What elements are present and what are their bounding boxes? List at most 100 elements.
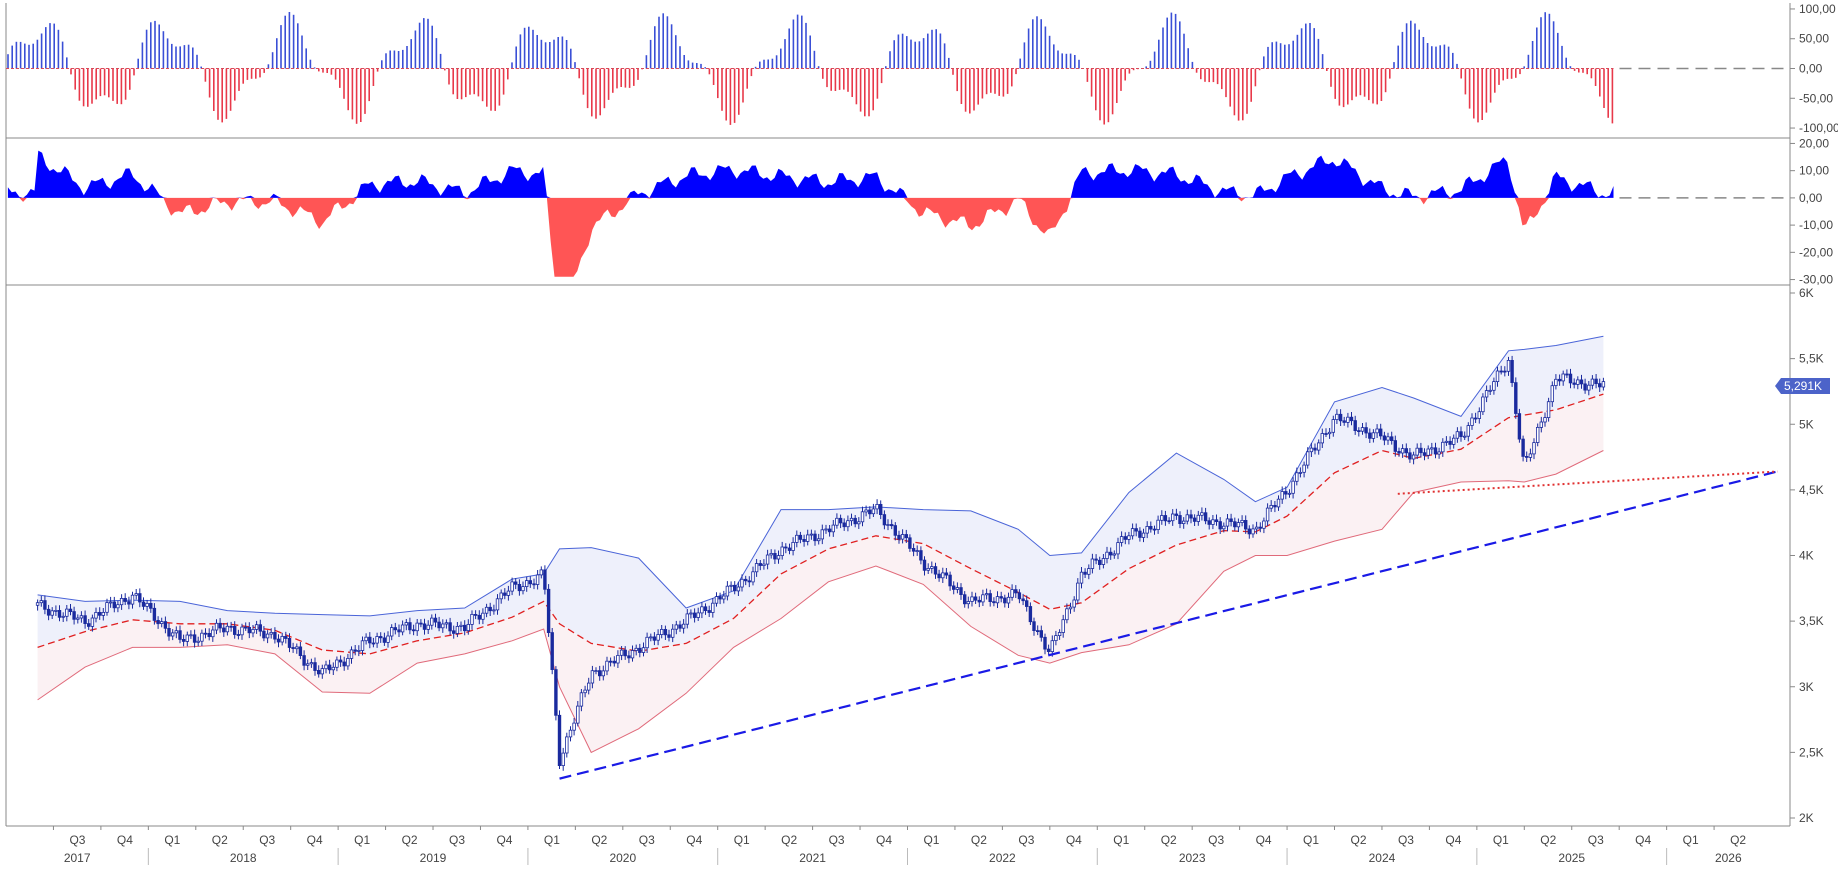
candle-body — [678, 624, 682, 629]
candle-body — [736, 586, 741, 592]
candle-body — [831, 524, 835, 533]
candle-body — [827, 528, 832, 533]
x-quarter-label: Q2 — [1540, 833, 1556, 847]
candle-body — [368, 636, 372, 644]
candle-body — [1229, 518, 1233, 523]
trend-line — [559, 470, 1778, 780]
candle-body — [105, 602, 109, 613]
candle-body — [1546, 401, 1551, 419]
candle-body — [714, 596, 719, 604]
candle-body — [623, 649, 627, 657]
candle-body — [393, 627, 397, 631]
candle-body — [711, 602, 715, 613]
candle-body — [1386, 436, 1390, 441]
candle-body — [1543, 417, 1547, 423]
candle-body — [68, 608, 73, 612]
candle-body — [167, 628, 171, 637]
candle-body — [948, 574, 952, 587]
candle-body — [550, 632, 554, 670]
candle-body — [108, 601, 113, 604]
candle-body — [806, 534, 810, 542]
candle-body — [1528, 453, 1533, 458]
candle-body — [1532, 442, 1536, 455]
candle-body — [1517, 413, 1522, 440]
candle-body — [1448, 440, 1452, 445]
candle-body — [1017, 592, 1022, 600]
y-tick-label: 3,5K — [1799, 614, 1824, 628]
x-quarter-label: Q1 — [1303, 833, 1319, 847]
candle-body — [999, 596, 1003, 599]
candle-body — [1302, 464, 1306, 473]
candle-body — [587, 682, 591, 691]
candle-body — [389, 627, 394, 637]
candle-body — [236, 634, 241, 636]
y-tick-label: 5,5K — [1799, 352, 1824, 366]
candle-body — [1320, 433, 1324, 444]
x-quarter-label: Q1 — [1113, 833, 1129, 847]
candle-body — [528, 580, 532, 585]
candle-body — [506, 590, 511, 596]
candle-body — [309, 662, 314, 665]
candle-body — [433, 617, 438, 623]
x-quarter-label: Q4 — [1635, 833, 1651, 847]
candle-body — [1222, 525, 1226, 530]
candle-body — [1025, 600, 1029, 607]
candle-body — [178, 630, 182, 640]
x-quarter-label: Q2 — [781, 833, 797, 847]
candle-body — [1368, 432, 1372, 439]
candle-body — [787, 547, 792, 551]
candle-body — [98, 612, 102, 616]
candle-body — [517, 584, 522, 592]
candle-body — [382, 637, 387, 643]
candle-body — [371, 642, 376, 645]
x-quarter-label: Q1 — [1683, 833, 1699, 847]
candle-body — [422, 623, 427, 630]
candle-body — [1254, 526, 1259, 530]
candle-body — [448, 622, 452, 632]
x-quarter-label: Q2 — [212, 833, 228, 847]
support-line — [1397, 470, 1778, 495]
y-tick-label: 3K — [1799, 680, 1814, 694]
candle-body — [386, 635, 390, 643]
candle-body — [1262, 520, 1266, 529]
y-tick-label: 2K — [1799, 811, 1814, 825]
x-quarter-label: Q2 — [1730, 833, 1746, 847]
candle-body — [83, 615, 87, 625]
candle-body — [156, 620, 160, 625]
candle-body — [1415, 447, 1419, 456]
candle-body — [1346, 416, 1350, 423]
candle-body — [1156, 519, 1160, 531]
candle-body — [222, 627, 226, 633]
candle-body — [116, 604, 120, 609]
x-quarter-label: Q1 — [164, 833, 180, 847]
candle-body — [251, 629, 255, 634]
candle-body — [127, 601, 131, 605]
candle-body — [817, 538, 821, 542]
candle-body — [1010, 589, 1014, 598]
candle-body — [1470, 417, 1474, 426]
moving-average-line — [37, 393, 1604, 655]
candle-body — [1057, 632, 1062, 636]
candle-body — [521, 586, 525, 592]
candle-body — [1598, 383, 1602, 388]
candle-body — [689, 612, 693, 615]
candle-body — [400, 624, 405, 633]
candle-body — [470, 614, 474, 625]
candle-body — [875, 503, 879, 510]
candle-body — [130, 594, 135, 605]
x-quarter-label: Q3 — [69, 833, 85, 847]
candle-body — [1236, 522, 1241, 528]
candle-body — [375, 636, 379, 644]
candle-body — [941, 572, 945, 579]
candle-body — [598, 670, 602, 677]
x-quarter-label: Q4 — [1066, 833, 1082, 847]
candle-body — [338, 659, 343, 663]
candle-body — [1251, 528, 1255, 535]
candle-body — [630, 650, 635, 659]
candle-body — [196, 640, 200, 643]
candle-body — [185, 634, 189, 642]
candle-body — [514, 581, 518, 585]
candle-body — [959, 587, 963, 595]
candle-body — [1043, 636, 1047, 650]
